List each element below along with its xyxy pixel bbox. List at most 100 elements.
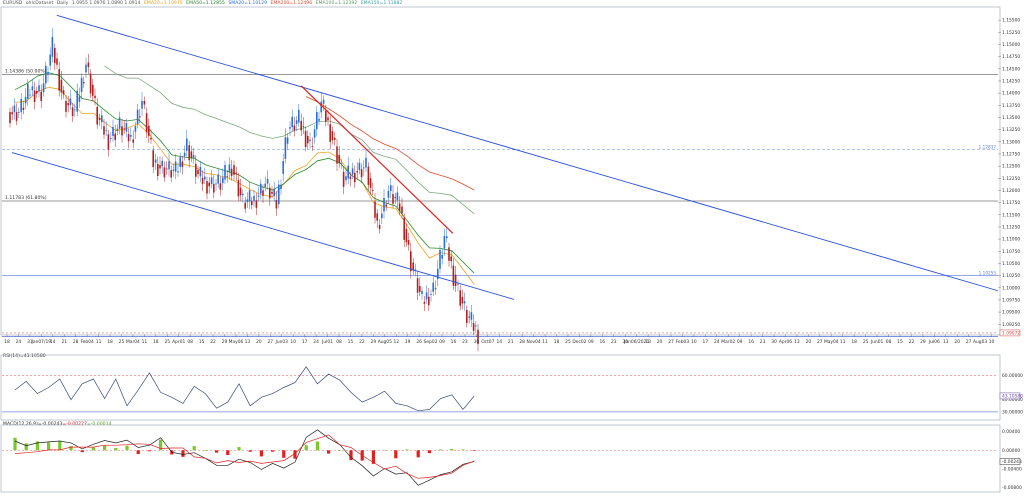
candle-body	[42, 83, 45, 93]
macd-histogram-bar	[136, 450, 140, 455]
rsi-axis-label: 60.00000	[1002, 373, 1023, 379]
candle-body	[195, 163, 197, 177]
candle-body	[114, 133, 116, 140]
candle-body	[174, 161, 177, 172]
x-tick-label: 13	[943, 339, 949, 345]
candle-body	[358, 162, 361, 171]
x-tick-label: 18	[153, 339, 159, 345]
candle-body	[40, 91, 42, 101]
candle-body	[329, 124, 331, 143]
y-tick-label: 1.09500	[1002, 310, 1020, 316]
x-tick-label: 30	[622, 339, 628, 345]
candle-body	[235, 172, 237, 174]
candle-body	[60, 79, 63, 93]
candle-body	[457, 283, 459, 285]
candle-body	[336, 146, 338, 164]
candle-body	[300, 120, 302, 131]
x-tick-label: 30	[474, 339, 480, 345]
candle-body	[152, 150, 154, 168]
candle-body	[181, 161, 184, 168]
y-tick-label: 1.12250	[1002, 176, 1020, 182]
candle-body	[179, 157, 181, 168]
candle-body	[233, 165, 235, 175]
macd-axis-label: -0.00400	[1002, 467, 1022, 473]
candle-body	[31, 86, 34, 91]
candle-body	[51, 36, 54, 57]
macd-histogram-bar	[47, 442, 51, 451]
y-tick-label: 1.10500	[1002, 261, 1020, 267]
candle-body	[172, 169, 175, 171]
candle-body	[159, 165, 161, 169]
macd-histogram-bar	[259, 450, 263, 457]
indicator-label-ema50: EMA50=1.12855	[186, 1, 225, 6]
x-tick-label: 23	[462, 339, 468, 345]
indicator-label-ema100: EMA100=1.12392	[315, 1, 358, 6]
y-tick-label: 1.11250	[1002, 224, 1020, 230]
ma-line-ema50	[14, 72, 475, 274]
candle-body	[136, 109, 139, 124]
y-tick-label: 1.13500	[1002, 115, 1020, 121]
x-tick-label: 25	[863, 339, 869, 345]
macd-histogram-bar	[147, 450, 151, 452]
y-tick-label: 1.12000	[1002, 188, 1020, 194]
x-tick-label: 29	[222, 339, 228, 345]
x-tick-label: Jul06	[928, 339, 940, 345]
candle-body	[107, 134, 110, 150]
candle-body	[54, 47, 56, 63]
rsi-label-text: RSI(14)=43.10580	[3, 354, 46, 359]
x-tick-label: 16	[451, 339, 457, 345]
candle-body	[199, 166, 202, 177]
timeframe-label: Daily	[56, 1, 69, 6]
candle-body	[78, 96, 81, 102]
macd-histogram-bar	[427, 450, 431, 454]
candle-body	[354, 172, 356, 182]
macd-histogram-bar	[327, 450, 331, 454]
x-tick-label: Feb04	[80, 339, 94, 345]
fib-50-label: 1.14386 (50.00%)	[5, 68, 47, 74]
x-tick-label: 17	[703, 339, 709, 345]
x-tick-label: 21	[508, 339, 514, 345]
candle-body	[13, 105, 16, 113]
candle-body	[197, 170, 199, 175]
macd-panel-label: MACD(12,26,9)=-0.00243=-0.00227=-0.00014	[3, 422, 111, 427]
y-tick-label: 1.13750	[1002, 103, 1020, 109]
candle-body	[387, 190, 390, 198]
candle-body	[183, 152, 186, 157]
x-tick-label: 08	[886, 339, 892, 345]
candle-body	[302, 125, 305, 127]
candle-body	[446, 236, 448, 239]
candle-body	[210, 177, 213, 185]
x-tick-label: 13	[645, 339, 651, 345]
candle-body	[217, 174, 219, 184]
candle-body	[282, 161, 284, 174]
indicator-label-ema20: EMA20=1.10975	[143, 1, 183, 6]
candle-body	[419, 286, 421, 292]
candle-body	[253, 195, 255, 201]
red-trendline	[300, 85, 454, 234]
candle-body	[280, 184, 282, 190]
candle-body	[369, 178, 372, 188]
macd-histogram-bar	[125, 445, 129, 451]
candle-body	[266, 178, 269, 184]
channel-lower-line	[11, 152, 515, 300]
macd-histogram-bar	[383, 449, 387, 451]
candle-body	[472, 323, 475, 331]
x-tick-label: 28	[73, 339, 79, 345]
candle-body	[219, 183, 222, 190]
candle-body	[318, 118, 320, 121]
x-tick-label: 27	[817, 339, 823, 345]
ma-line-ema20	[14, 86, 475, 285]
candle-body	[443, 235, 446, 249]
candle-body	[58, 69, 60, 91]
candle-body	[385, 204, 387, 207]
candle-body	[439, 249, 441, 269]
candle-body	[381, 213, 383, 219]
candle-body	[262, 190, 264, 196]
candle-body	[448, 247, 450, 261]
candle-body	[367, 166, 370, 185]
indicator-label-ema150: EMA150=1.11882	[360, 1, 403, 6]
candle-body	[441, 254, 443, 259]
x-tick-label: Jun03	[275, 339, 289, 345]
y-tick-label: 1.14250	[1002, 78, 1020, 84]
x-tick-label: 19	[405, 339, 411, 345]
